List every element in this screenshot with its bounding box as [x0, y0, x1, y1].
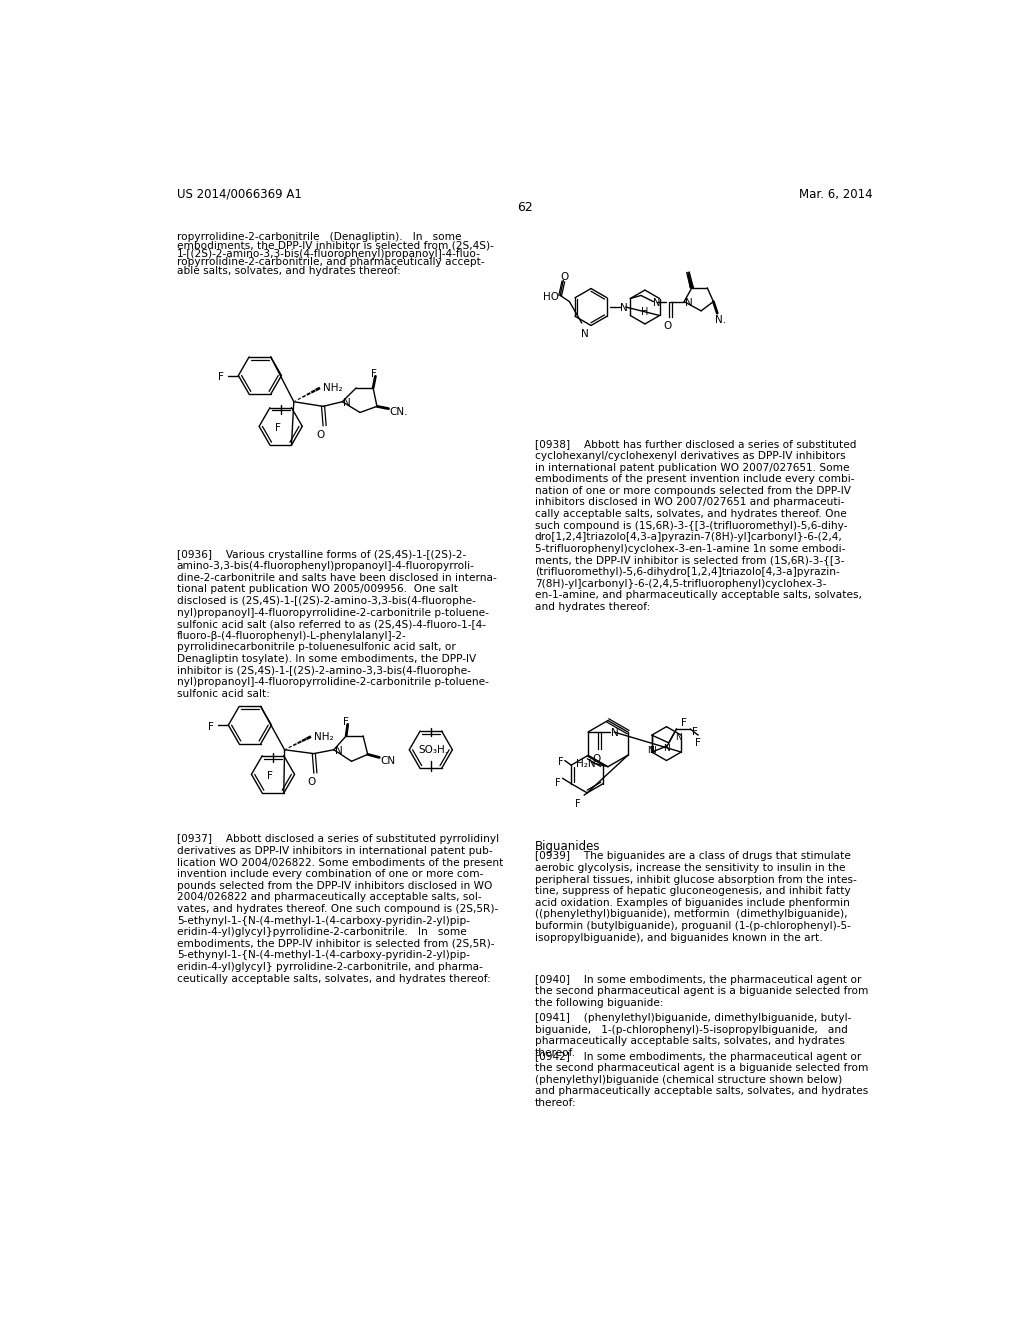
Text: 1-[(2S)-2-amino-3,3-bis(4-fluorophenyl)propanoyl]-4-fluo-: 1-[(2S)-2-amino-3,3-bis(4-fluorophenyl)p…	[177, 248, 480, 259]
Text: F: F	[371, 368, 377, 379]
Text: H: H	[641, 308, 648, 317]
Text: NH₂: NH₂	[313, 733, 334, 742]
Text: O: O	[316, 430, 325, 440]
Text: F: F	[555, 779, 560, 788]
Text: N: N	[611, 729, 618, 738]
Text: [0939]  The biguanides are a class of drugs that stimulate
aerobic glycolysis, i: [0939] The biguanides are a class of dru…	[535, 851, 856, 942]
Text: N: N	[647, 746, 653, 755]
Text: Mar. 6, 2014: Mar. 6, 2014	[799, 187, 872, 201]
Text: N: N	[581, 329, 589, 338]
Text: CN: CN	[380, 756, 395, 766]
Text: N: N	[685, 298, 692, 308]
Text: ropyrrolidine-2-carbonitrile, and pharmaceutically accept-: ropyrrolidine-2-carbonitrile, and pharma…	[177, 257, 484, 268]
Text: O: O	[592, 754, 600, 763]
Text: F: F	[218, 372, 224, 383]
Polygon shape	[687, 272, 694, 288]
Text: F: F	[575, 799, 581, 809]
Text: N: N	[621, 304, 628, 313]
Text: N: N	[653, 298, 660, 308]
Text: F: F	[208, 722, 213, 733]
Text: [0940]  In some embodiments, the pharmaceutical agent or
the second pharmaceutic: [0940] In some embodiments, the pharmace…	[535, 974, 868, 1007]
Text: [0941]  (phenylethyl)biguanide, dimethylbiguanide, butyl-
biguanide,   1-(p-chlo: [0941] (phenylethyl)biguanide, dimethylb…	[535, 1014, 851, 1057]
Text: CN.: CN.	[389, 407, 408, 417]
Text: H₂N: H₂N	[575, 759, 595, 770]
Text: ropyrrolidine-2-carbonitrile   (Denagliptin).   In   some: ropyrrolidine-2-carbonitrile (Denaglipti…	[177, 231, 461, 242]
Text: F: F	[274, 424, 281, 433]
Text: F: F	[695, 738, 701, 748]
Text: HO: HO	[544, 292, 559, 301]
Text: Biguanides: Biguanides	[535, 840, 600, 853]
Text: [0936]  Various crystalline forms of (2S,4S)-1-[(2S)-2-
amino-3,3-bis(4-fluoroph: [0936] Various crystalline forms of (2S,…	[177, 549, 497, 698]
Text: O: O	[307, 777, 315, 788]
Text: O: O	[561, 272, 569, 282]
Text: F: F	[681, 718, 687, 729]
Text: [0937]  Abbott disclosed a series of substituted pyrrolidinyl
derivatives as DPP: [0937] Abbott disclosed a series of subs…	[177, 834, 503, 983]
Text: F.: F.	[692, 726, 699, 737]
Text: F: F	[267, 771, 272, 781]
Text: N: N	[675, 733, 682, 742]
Text: embodiments, the DPP-IV inhibitor is selected from (2S,4S)-: embodiments, the DPP-IV inhibitor is sel…	[177, 240, 494, 251]
Text: US 2014/0066369 A1: US 2014/0066369 A1	[177, 187, 302, 201]
Text: NH₂: NH₂	[323, 383, 343, 393]
Text: F: F	[343, 717, 349, 726]
Text: F: F	[558, 758, 563, 767]
Text: able salts, solvates, and hydrates thereof:: able salts, solvates, and hydrates there…	[177, 267, 400, 276]
Text: [0938]  Abbott has further disclosed a series of substituted
cyclohexanyl/cycloh: [0938] Abbott has further disclosed a se…	[535, 440, 861, 612]
Text: N: N	[664, 743, 670, 752]
Text: [0942]  In some embodiments, the pharmaceutical agent or
the second pharmaceutic: [0942] In some embodiments, the pharmace…	[535, 1052, 868, 1107]
Text: N: N	[649, 746, 656, 755]
Text: N: N	[335, 746, 342, 756]
Text: SO₃H.: SO₃H.	[419, 744, 449, 755]
Text: N.: N.	[715, 315, 726, 326]
Text: 62: 62	[517, 201, 532, 214]
Text: O: O	[664, 321, 672, 331]
Text: N: N	[343, 397, 351, 408]
